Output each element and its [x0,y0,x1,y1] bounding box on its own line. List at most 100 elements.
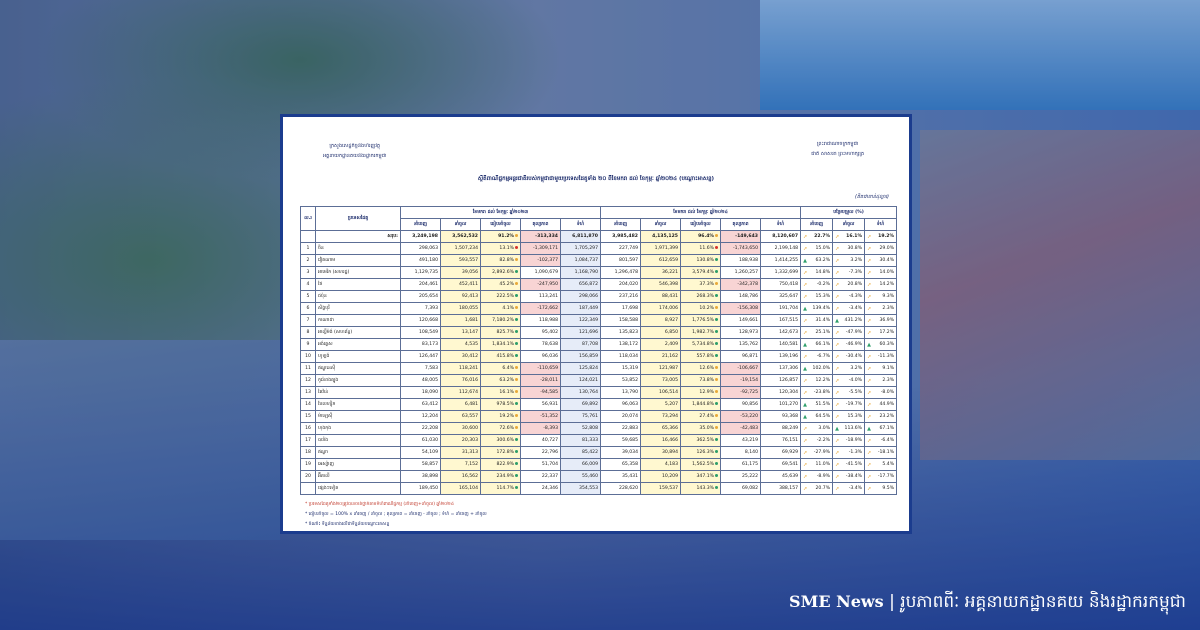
value-cell: 3,985,482 [600,230,642,243]
unit-note: (គិតជាពាន់ដុល្លារ) [854,194,889,200]
country-name: បារាំង [315,434,401,447]
arrow-right-icon: ➚ [835,329,840,336]
table-row: 19 អេស្ប៉ាញ 58,857 7,152 822.9% 51,704 66,009 6… [300,458,898,471]
value-cell: 81,333 [559,434,602,447]
row-number: 12 [300,374,316,387]
table-row: 7 កាណាដា 120,668 1,681 7,180.2% 118,988 122,34… [300,314,898,327]
row-number: 9 [300,338,316,351]
change-cell: ▲ 139.4% [800,302,834,315]
change-cell: ➚ 9.3% [864,290,898,303]
arrow-right-icon: ➚ [803,353,808,360]
value-cell: 6,811,870 [559,230,602,243]
header-sub: នាំចូល [640,218,682,231]
change-cell: ➚ 19.2% [864,230,898,243]
arrow-right-icon: ➚ [835,437,840,444]
value-cell: 298,066 [559,290,602,303]
ministry-line: ក្រសួងសេដ្ឋកិច្ចនិងហិរញ្ញវត្ថុ [329,143,381,149]
value-cell: 593,557 [440,254,481,267]
arrow-right-icon: ➚ [835,365,840,372]
table-row: 20 អ៊ីតាលី 38,898 16,562 234.9% 22,337 55,460 3… [300,470,898,483]
value-cell: 69,929 [760,446,802,459]
value-cell: -94,585 [520,386,561,399]
value-cell: 73,294 [640,410,682,423]
change-cell: ➚ -6.4% [864,434,898,447]
header-sub: នាំចេញ [600,218,642,231]
arrow-up-icon: ▲ [867,425,871,432]
value-cell: 6,850 [640,326,682,339]
ratio-indicator-icon [715,305,719,309]
trade-statistics-document: ក្រសួងសេដ្ឋកិច្ចនិងហិរញ្ញវត្ថុ អគ្គនាយកដ… [280,114,912,534]
change-cell: ➚ -3.4% [832,302,866,315]
value-cell: 158,588 [600,314,642,327]
header-sub: នាំចេញ [400,218,441,231]
value-cell: 130,764 [559,386,602,399]
country-name: អាល្លឺម៉ង់ (សហព័ន្ធ) [315,326,401,339]
arrow-up-icon: ▲ [803,341,807,348]
value-cell: 3,249,198 [400,230,441,243]
value-cell: 45,639 [760,470,802,483]
value-cell: 300.6% [480,434,521,447]
change-cell: ▲ 67.1% [864,422,898,435]
country-name: ហុងកុង [315,422,401,435]
row-number: 20 [300,470,316,483]
value-cell: 30,600 [440,422,481,435]
value-cell: 354,553 [559,482,602,495]
arrow-right-icon: ➚ [803,329,808,336]
row-number: 1 [300,242,316,255]
value-cell: 25,222 [720,470,762,483]
arrow-right-icon: ➚ [867,473,872,480]
value-cell: 12,204 [400,410,441,423]
arrow-right-icon: ➚ [835,233,840,240]
change-cell: ▲ 51.5% [800,398,834,411]
table-row: 6 សិង្ហបុរី 7,393 180,055 4.1% -172,662 187,44… [300,302,898,315]
arrow-right-icon: ➚ [803,425,808,432]
ministry-header: ក្រសួងសេដ្ឋកិច្ចនិងហិរញ្ញវត្ថុ អគ្គនាយកដ… [323,143,386,160]
ratio-indicator-icon [715,269,719,273]
change-cell: ▲ 113.6% [832,422,866,435]
ratio-indicator-icon [715,353,719,357]
country-name: ម៉ាឡេស៊ី [315,410,401,423]
value-cell: 4,183 [640,458,682,471]
change-cell: ➚ 15.0% [800,242,834,255]
value-cell: 362.5% [680,434,722,447]
value-cell: 167,515 [760,314,802,327]
value-cell: -172,662 [520,302,561,315]
value-cell: 51,704 [520,458,561,471]
header-no: ល.រ [300,206,316,231]
change-cell: ➚ -4.3% [832,290,866,303]
arrow-right-icon: ➚ [835,353,840,360]
value-cell: 1,414,255 [760,254,802,267]
value-cell: 156,859 [559,350,602,363]
change-cell: ➚ -1.3% [832,446,866,459]
value-cell: 140,581 [760,338,802,351]
footnote: * ធៀបនាំចូល = 100% x នាំចេញ / នាំចូល ; ត… [305,512,487,517]
change-cell: ➚ 14.2% [864,278,898,291]
value-cell: 189,450 [400,482,441,495]
arrow-right-icon: ➚ [835,269,840,276]
arrow-right-icon: ➚ [867,353,872,360]
ratio-indicator-icon [715,437,719,441]
value-cell: 1,129,735 [400,266,441,279]
table-row: 11 ឥណ្ឌូនេស៊ី 7,583 118,241 6.4% -110,659 125,… [300,362,898,375]
ratio-indicator-icon [515,485,518,489]
value-cell: 43,219 [720,434,762,447]
change-cell: ➚ 15.3% [800,290,834,303]
change-cell: ➚ 36.9% [864,314,898,327]
change-cell: ▲ 63.2% [800,254,834,267]
arrow-right-icon: ➚ [835,449,840,456]
row-number [300,482,316,495]
value-cell: 95,402 [520,326,561,339]
value-cell: 13.1% [480,242,521,255]
change-cell: ➚ 22.7% [800,230,834,243]
value-cell: 10,209 [640,470,682,483]
value-cell: 298,063 [400,242,441,255]
header-country: ប្រទេសដៃគូ [315,206,401,231]
value-cell: 90,856 [720,398,762,411]
value-cell: 88,431 [640,290,682,303]
value-cell: 1,982.7% [680,326,722,339]
value-cell: 124,021 [559,374,602,387]
value-cell: -110,659 [520,362,561,375]
table-row: 1 ចិន 298,063 1,507,234 13.1% -1,309,171 1,705… [300,242,898,255]
arrow-right-icon: ➚ [867,269,872,276]
ratio-indicator-icon [715,329,719,333]
